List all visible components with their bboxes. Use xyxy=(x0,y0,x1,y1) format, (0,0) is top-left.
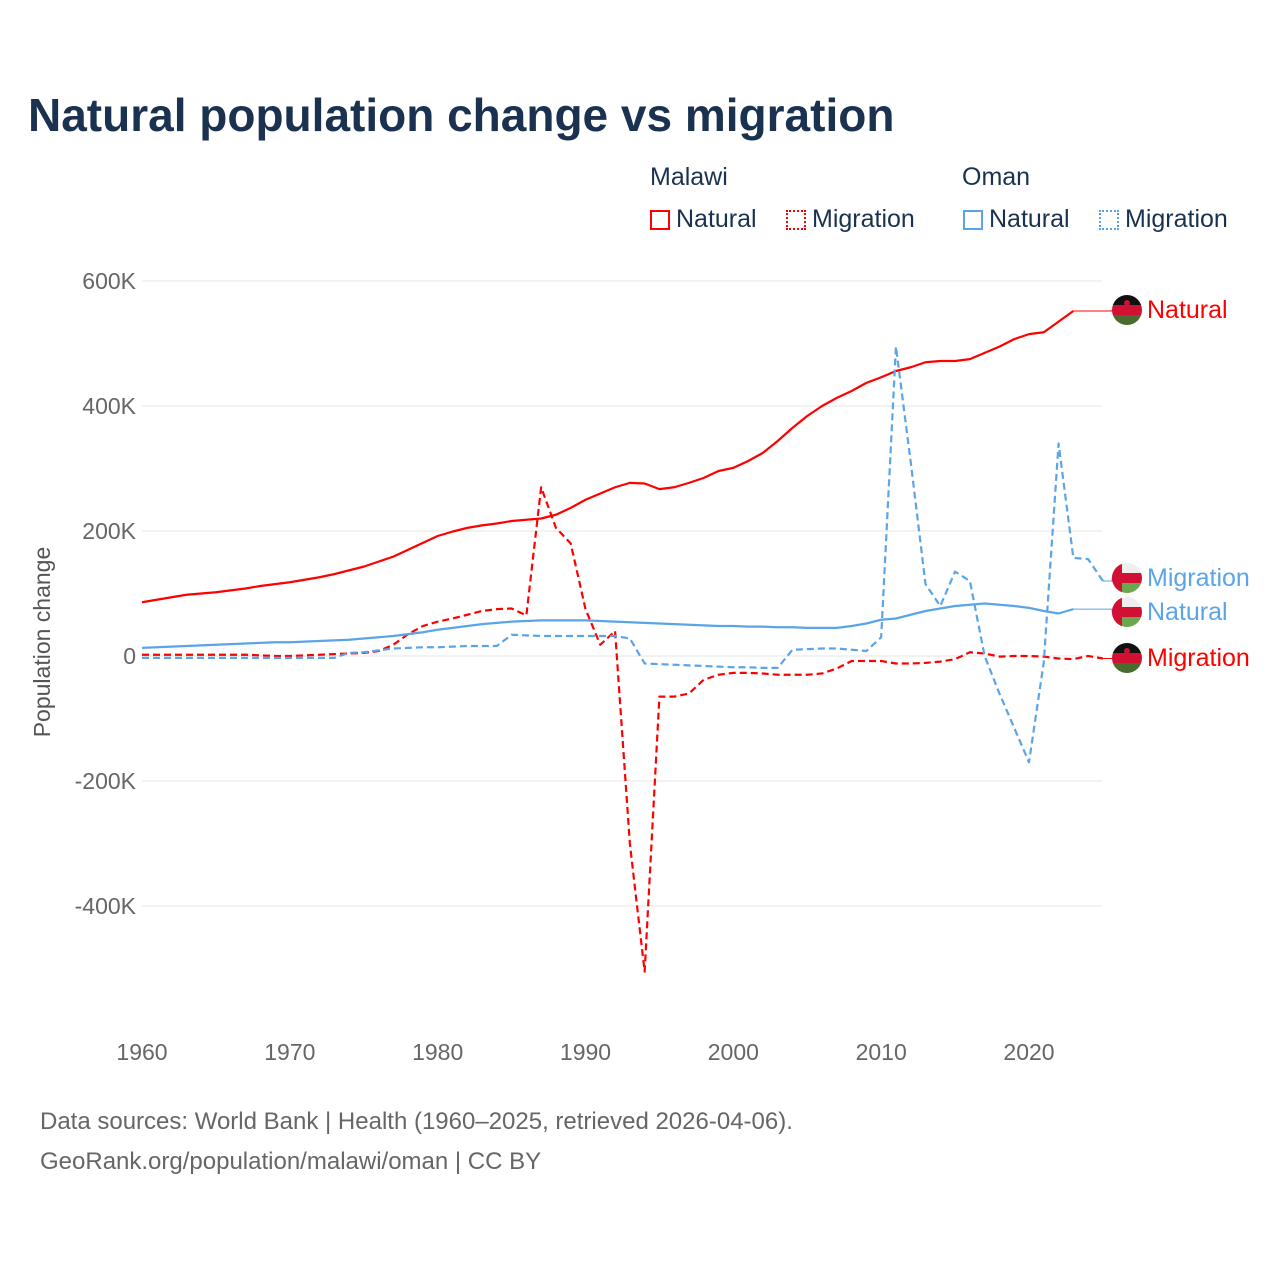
series-end-label: Migration xyxy=(1147,644,1250,672)
malawi-flag-icon xyxy=(1112,295,1142,325)
oman-natural-line xyxy=(141,602,1074,649)
flag-stripe xyxy=(1112,663,1142,673)
y-tick-label: 200K xyxy=(82,518,136,544)
flag-hoist xyxy=(1112,597,1122,627)
x-tick-label: 2000 xyxy=(708,1039,759,1065)
legend-label: Natural xyxy=(676,205,757,233)
legend-swatch xyxy=(650,209,670,230)
flag-stripe xyxy=(1112,653,1142,663)
flag-sun xyxy=(1124,648,1130,654)
legend-oman-natural[interactable]: Natural xyxy=(963,205,1070,234)
legend-label: Natural xyxy=(989,205,1070,233)
y-axis-label: Population change xyxy=(29,547,55,738)
y-tick-label: 600K xyxy=(82,268,136,294)
flag-stripe xyxy=(1112,315,1142,325)
series-end-label: Migration xyxy=(1147,564,1250,592)
oman-flag-icon xyxy=(1112,597,1142,627)
x-tick-label: 1990 xyxy=(560,1039,611,1065)
legend-oman-migration[interactable]: Migration xyxy=(1099,205,1228,234)
x-tick-label: 2010 xyxy=(856,1039,907,1065)
malawi-migration-line xyxy=(142,486,1104,973)
legend-malawi-migration[interactable]: Migration xyxy=(786,205,915,234)
y-tick-label: -200K xyxy=(75,768,137,794)
y-tick-label: 400K xyxy=(82,393,136,419)
y-tick-label: -400K xyxy=(75,893,137,919)
label-connector xyxy=(1102,658,1113,659)
label-connector xyxy=(1073,310,1113,312)
y-tick-label: 0 xyxy=(123,643,136,669)
flag-stripe xyxy=(1112,563,1142,573)
x-tick-label: 1960 xyxy=(116,1039,167,1065)
footer-link[interactable]: GeoRank.org/population/malawi/oman | CC … xyxy=(40,1148,542,1175)
malawi-natural-line xyxy=(141,310,1074,604)
legend-swatch xyxy=(786,209,806,230)
chart-title: Natural population change vs migration xyxy=(28,89,895,141)
legend-label: Migration xyxy=(812,205,915,233)
label-connector xyxy=(1073,608,1113,612)
legend-swatch xyxy=(963,209,983,230)
flag-stripe xyxy=(1112,597,1142,607)
flag-stripe xyxy=(1112,617,1142,627)
oman-migration-line xyxy=(142,345,1104,764)
series-end-label: Natural xyxy=(1147,598,1228,626)
legend-label: Migration xyxy=(1125,205,1228,233)
x-tick-label: 2020 xyxy=(1003,1039,1054,1065)
flag-stripe xyxy=(1112,305,1142,315)
series-end-label: Natural xyxy=(1147,296,1228,324)
flag-stripe xyxy=(1112,583,1142,593)
legend-group-oman: Oman xyxy=(962,163,1031,191)
flag-stripe xyxy=(1112,607,1142,617)
x-tick-label: 1970 xyxy=(264,1039,315,1065)
legend-group-malawi: Malawi xyxy=(650,163,728,191)
legend-swatch xyxy=(1099,209,1119,230)
flag-hoist xyxy=(1112,563,1122,593)
legend-malawi-natural[interactable]: Natural xyxy=(650,205,757,234)
oman-flag-icon xyxy=(1112,563,1142,593)
x-tick-label: 1980 xyxy=(412,1039,463,1065)
flag-stripe xyxy=(1112,573,1142,583)
label-connector xyxy=(1102,578,1113,582)
footer-sources: Data sources: World Bank | Health (1960–… xyxy=(40,1108,793,1135)
malawi-flag-icon xyxy=(1112,643,1142,673)
flag-sun xyxy=(1124,300,1130,306)
